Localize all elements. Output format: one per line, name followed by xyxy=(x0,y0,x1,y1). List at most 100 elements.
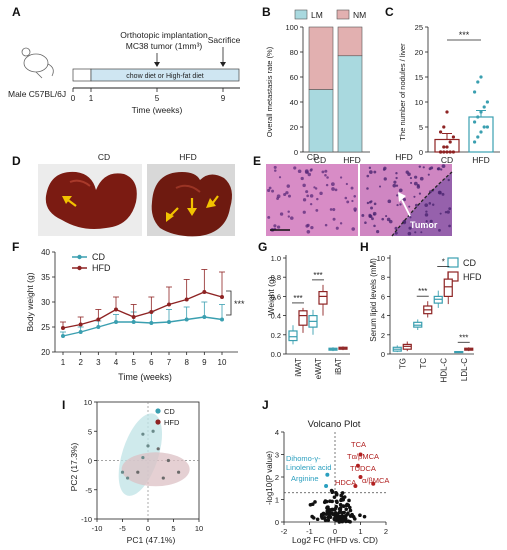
panel-j-plot xyxy=(284,432,386,524)
panel-i: I PC2 (17.3%) PC1 (47.1%) -10 -5 0 5 10 -10 -5… xyxy=(62,398,203,545)
g-boxes-ytick-label: 0.2 xyxy=(271,331,281,340)
nucleus xyxy=(387,199,392,204)
nucleus xyxy=(273,224,277,228)
series-point-hfd xyxy=(202,290,207,294)
nucleus xyxy=(437,167,441,171)
nucleus xyxy=(418,192,422,195)
panel-c-letter: C xyxy=(385,5,394,19)
panel-f-xtick-label: 6 xyxy=(149,358,154,367)
panel-f-ytick-label: 30 xyxy=(41,298,50,307)
h-boxes-ytick-label: 4 xyxy=(381,312,385,321)
pca-point-cd xyxy=(146,444,150,448)
nucleus xyxy=(300,176,304,181)
nucleus xyxy=(414,175,418,179)
panel-b-ytick-label: 100 xyxy=(285,23,298,32)
panel-g-boxes: *** iWAT *** eWAT iBAT xyxy=(288,271,348,379)
nucleus xyxy=(441,192,445,196)
panel-f-significance-stars: *** xyxy=(234,299,245,309)
data-point-hfd xyxy=(479,110,483,114)
g-boxes-ytick-label: 1.0 xyxy=(271,254,281,263)
nucleus xyxy=(346,200,350,204)
panel-j-ticks: -2 -1 0 1 2 0 1 2 3 4 xyxy=(275,428,388,536)
nucleus xyxy=(324,169,328,173)
nucleus xyxy=(439,212,442,215)
nucleus xyxy=(286,184,290,188)
volcano-point-down xyxy=(324,484,329,488)
volcano-point-up xyxy=(353,484,358,488)
panel-c-yticks: 0 5 10 15 20 25 xyxy=(415,23,428,157)
nucleus xyxy=(395,172,398,175)
data-point-hfd xyxy=(473,120,477,124)
volcano-point xyxy=(334,490,338,495)
histology-image-cd xyxy=(266,164,358,236)
volcano-point-up xyxy=(358,475,363,479)
nucleus xyxy=(402,220,407,225)
panel-j-xtick-label: -1 xyxy=(306,527,313,536)
nucleus xyxy=(351,199,354,203)
nucleus xyxy=(448,224,451,228)
panel-j: J Volcano Plot -log10(P value) Log2 FC (… xyxy=(262,398,389,545)
panel-i-legend: CD HFD xyxy=(155,407,180,427)
volcano-point xyxy=(344,519,348,524)
nucleus xyxy=(409,177,412,180)
pca-point-cd xyxy=(126,476,130,480)
panel-e: E CD HFD Tumor xyxy=(253,152,453,237)
volcano-point-up xyxy=(371,481,376,486)
legend-swatch-lm xyxy=(294,9,308,20)
tumor-arrow-he xyxy=(398,192,411,217)
nucleus xyxy=(402,197,407,202)
volcano-point xyxy=(334,499,339,504)
data-point-cd xyxy=(448,150,452,154)
nucleus xyxy=(332,217,336,221)
timeline-ticks xyxy=(72,88,224,92)
panel-c-significance-stars: *** xyxy=(459,30,470,40)
panel-c-ytick-label: 25 xyxy=(415,23,423,32)
nucleus xyxy=(309,202,313,206)
nucleus xyxy=(440,168,443,171)
series-point-cd xyxy=(78,330,83,334)
nucleus xyxy=(413,181,418,186)
nucleus xyxy=(285,191,289,195)
nucleus xyxy=(396,194,399,197)
panel-c-bars xyxy=(434,75,494,154)
volcano-point xyxy=(358,513,362,518)
nucleus xyxy=(306,229,311,234)
panel-j-ytick-label: 2 xyxy=(275,473,279,482)
panel-g-yticks: 0.0 0.2 0.4 0.6 0.8 1.0 xyxy=(271,254,286,359)
data-point-hfd xyxy=(479,130,483,134)
panel-i-xtick-label: -10 xyxy=(92,524,103,533)
nucleus xyxy=(325,183,329,187)
panel-f-xtick-label: 4 xyxy=(114,358,119,367)
nucleus xyxy=(313,186,316,189)
series-point-cd xyxy=(220,317,224,322)
panel-b: B LM NM Overall metastasis rate (%) 0 20 4… xyxy=(262,5,370,165)
label-a-bmca: α/βMCA xyxy=(362,476,389,485)
nucleus xyxy=(304,169,309,174)
panel-j-ytick-label: 4 xyxy=(275,428,279,437)
volcano-point xyxy=(346,512,350,516)
nucleus xyxy=(408,226,412,230)
panel-g: G Weight (g) 0.00.20.40.60.81.0 ***iWAT*… xyxy=(258,240,350,379)
series-point-hfd xyxy=(131,315,136,319)
nucleus xyxy=(326,176,329,179)
nucleus xyxy=(305,224,309,228)
nucleus xyxy=(302,198,307,202)
volcano-point xyxy=(347,498,351,503)
timeline-axis-label: Time (weeks) xyxy=(132,105,183,115)
nucleus xyxy=(399,203,402,206)
g-boxes-ytick-label: 0.6 xyxy=(271,292,281,301)
nucleus xyxy=(393,180,397,184)
panel-c: C The number of nodules / liver 0 5 10 15 20… xyxy=(385,5,500,165)
legend-label-cd: CD xyxy=(92,252,105,262)
nucleus xyxy=(324,223,328,227)
volcano-point xyxy=(331,512,335,516)
label-arginine: Arginine xyxy=(291,474,319,483)
mouse-strain-label: Male C57BL/6J xyxy=(8,89,66,99)
data-point-hfd xyxy=(485,100,489,104)
sacrifice-label: Sacrifice xyxy=(208,35,241,45)
volcano-down-labels: Dihomo-γ- Linolenic acid Arginine xyxy=(286,454,331,483)
panel-i-ytick-label: 5 xyxy=(88,427,92,436)
series-point-hfd xyxy=(78,322,83,327)
panel-e-hfd-label: HFD xyxy=(395,152,412,162)
